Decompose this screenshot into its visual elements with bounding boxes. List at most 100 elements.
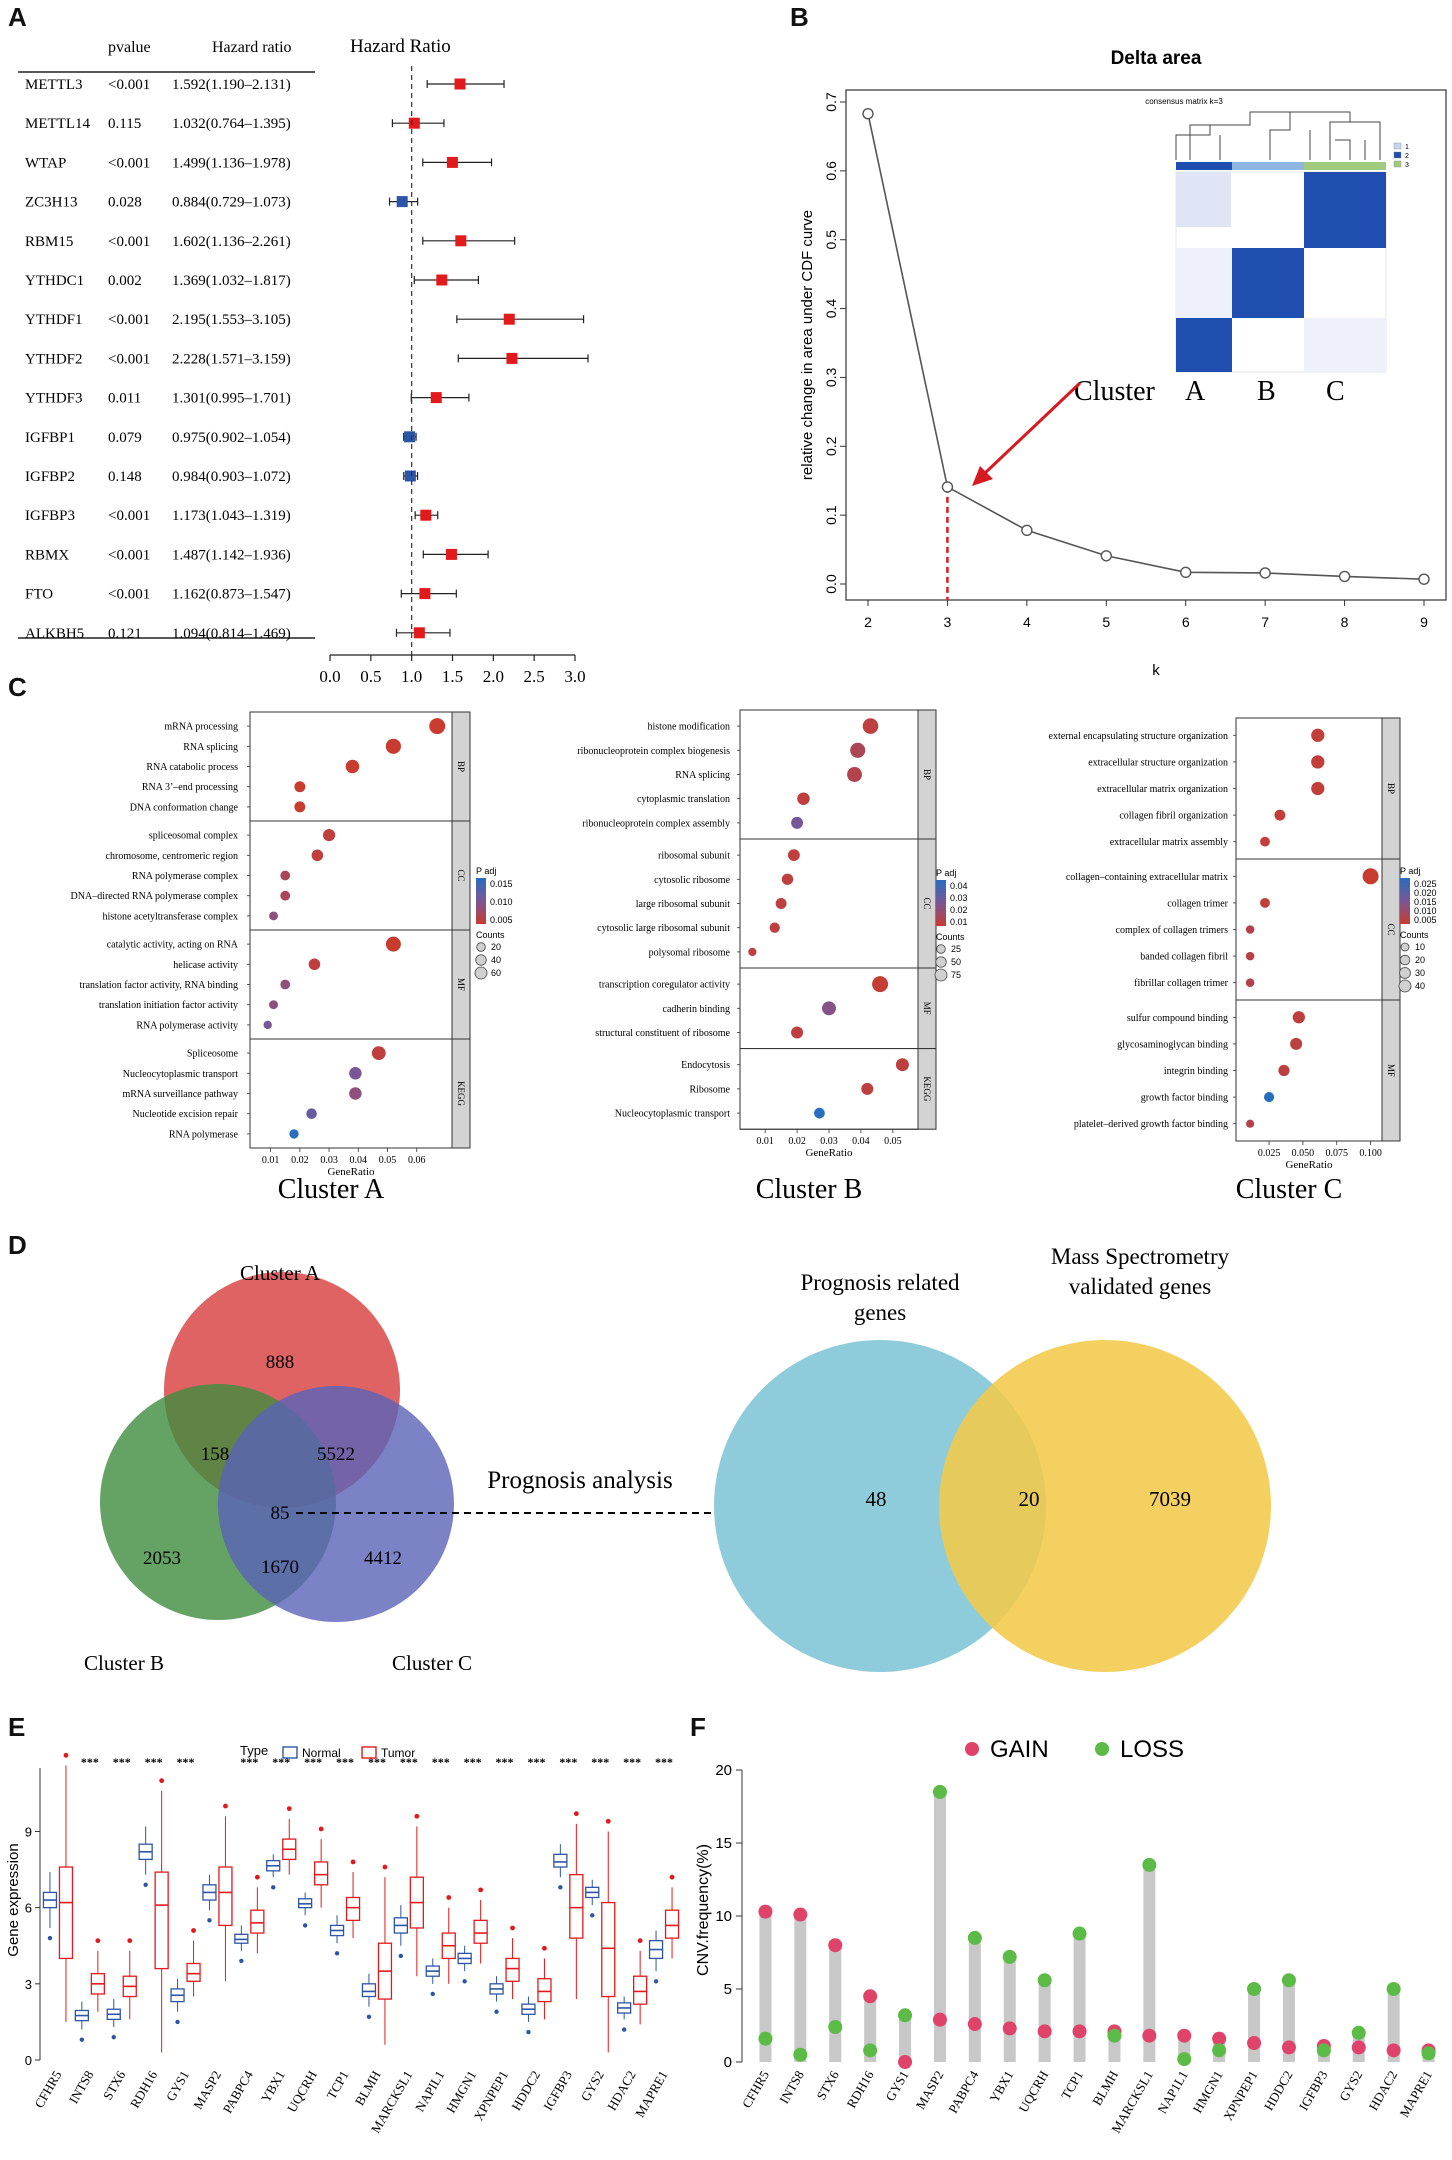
cnv-nap1l1: NAP1L1 <box>1154 2028 1192 2116</box>
outlier <box>254 1874 260 1880</box>
legend-counts-value: 20 <box>1415 955 1425 965</box>
b-point <box>1100 550 1112 562</box>
cnv-pabpc4: PABPC4 <box>945 1930 982 2116</box>
enrichment-dot <box>1245 951 1255 961</box>
gene-label: HDDC2 <box>1261 2068 1296 2113</box>
gain-point <box>828 1938 843 1953</box>
outlier <box>382 1864 388 1870</box>
term-label: RNA catabolic process <box>146 762 238 773</box>
x-tick-label: 0.03 <box>820 1136 838 1147</box>
outlier <box>159 1778 165 1784</box>
cnv-stx6: STX6 <box>813 1938 843 2102</box>
forest-pvalue: 0.079 <box>108 430 142 446</box>
b-y-tick-label: 0.2 <box>823 436 839 456</box>
forest-row-fto: FTO <0.001 1.162(0.873–1.547) <box>25 587 457 603</box>
e-legend-tumor-swatch <box>361 1746 377 1759</box>
gene-label: UQCRH <box>1015 2068 1051 2115</box>
facet-strip-label: BP <box>922 769 932 780</box>
facet-strip-label: MF <box>456 978 466 991</box>
col-header-hazard-ratio-plot: Hazard Ratio <box>350 36 451 57</box>
forest-row-igfbp2: IGFBP2 0.148 0.984(0.903–1.072) <box>25 469 419 485</box>
enrichment-dot <box>385 738 401 754</box>
enrichment-dot <box>429 718 446 735</box>
loss-point <box>1002 1949 1017 1964</box>
forest-point <box>404 431 416 443</box>
cnv-plot: GAIN LOSS CNV.frequency(%) 0 5 10 15 20 CFHR… <box>695 1736 1436 2136</box>
x-tick-label: 0.05 <box>884 1136 902 1147</box>
loss-point <box>1281 1973 1296 1988</box>
facet-frame <box>1235 999 1383 1142</box>
forest-x-tick-label: 3.0 <box>564 667 585 686</box>
cnv-tcp1: TCP1 <box>1058 1926 1087 2102</box>
f-legend-gain: GAIN <box>990 1736 1049 1763</box>
legend-padj-title: P adj <box>936 868 956 878</box>
cnv-hdac2: HDAC2 <box>1366 1982 1401 2113</box>
term-label: histone acetyltransferase complex <box>103 911 239 922</box>
x-tick-label: 0.050 <box>1292 1148 1315 1159</box>
cnv-range-bar <box>968 1937 981 2062</box>
enrichment-dot <box>1362 868 1379 885</box>
cluster-title: Cluster B <box>756 1174 863 1205</box>
x-tick-label: 0.100 <box>1359 1148 1382 1159</box>
enrichment-dot <box>797 792 810 805</box>
box <box>569 1873 584 1939</box>
legend-counts-value: 40 <box>1415 981 1425 991</box>
facet-cc: CC spliceosomal complex chromosome, centro… <box>71 820 471 931</box>
legend-counts-dot <box>936 944 946 954</box>
x-tick-label: 0.01 <box>756 1136 774 1147</box>
term-label: histone modification <box>648 722 731 733</box>
venn-count-a-c: 5522 <box>317 1444 355 1465</box>
f-y-tick-label: 10 <box>715 1908 732 1925</box>
gain-point <box>1386 2043 1401 2058</box>
forest-hr-text: 0.984(0.903–1.072) <box>172 469 291 485</box>
forest-pvalue: 0.121 <box>108 626 142 642</box>
term-label: helicase activity <box>173 960 238 971</box>
e-legend-tumor: Tumor <box>381 1746 415 1760</box>
term-label: cadherin binding <box>663 1004 730 1015</box>
dotplot-cluster-a: BP mRNA processing RNA splicing RNA catabol… <box>71 711 513 1205</box>
forest-point <box>446 156 458 168</box>
b-point <box>862 108 874 120</box>
consensus-heatmap: consensus matrix k=3 1 2 3 <box>1145 97 1409 373</box>
x-tick-label: 0.06 <box>408 1155 426 1166</box>
venn2-count-mass-spec-only: 7039 <box>1149 1487 1191 1511</box>
forest-pvalue: <0.001 <box>108 508 150 524</box>
b-point <box>1418 573 1430 585</box>
forest-point <box>420 509 432 521</box>
significance-mark: *** <box>496 1755 514 1769</box>
significance-mark: *** <box>177 1755 195 1769</box>
outlier <box>95 1938 101 1944</box>
cnv-range-bar <box>933 1791 946 2062</box>
forest-gene-label: IGFBP3 <box>25 508 75 524</box>
enrichment-dot <box>1245 978 1255 987</box>
b-x-tick-label: 3 <box>944 614 952 630</box>
outlier <box>446 1895 452 1900</box>
heatmap-noise-1 <box>1176 172 1231 227</box>
enrichment-dot <box>1245 925 1255 934</box>
cnv-range-bar <box>1073 1933 1086 2062</box>
forest-pvalue: <0.001 <box>108 155 150 171</box>
forest-gene-label: FTO <box>25 587 53 603</box>
x-axis-title: GeneRatio <box>327 1166 375 1178</box>
enrichment-dot <box>345 759 360 774</box>
e-legend-normal-swatch <box>282 1746 298 1759</box>
term-label: complex of collagen trimers <box>1116 925 1229 936</box>
f-y-tick-label: 0 <box>724 2054 732 2071</box>
heatmap-block-a <box>1176 318 1232 372</box>
enrichment-dot <box>847 767 862 782</box>
cnv-range-bar <box>1143 1864 1156 2062</box>
facet-cc: CC ribosomal subunit cytosolic ribosome lar… <box>597 838 937 969</box>
enrichment-dot <box>269 1000 278 1010</box>
enrichment-dot <box>822 1001 836 1016</box>
box <box>58 1866 74 1960</box>
gene-label: NAP1L1 <box>1154 2068 1190 2116</box>
outlier <box>590 1913 595 1918</box>
outlier <box>127 1938 133 1944</box>
enrichment-dot <box>280 979 291 990</box>
forest-gene-label: ZC3H13 <box>25 195 78 211</box>
x-tick-label: 0.05 <box>379 1155 397 1166</box>
forest-row-ythdf2: YTHDF2 <0.001 2.228(1.571–3.159) <box>25 351 589 367</box>
cluster-bar-2 <box>1232 162 1304 170</box>
enrichment-dot <box>862 718 879 734</box>
panel-letter-a: A <box>8 2 27 32</box>
